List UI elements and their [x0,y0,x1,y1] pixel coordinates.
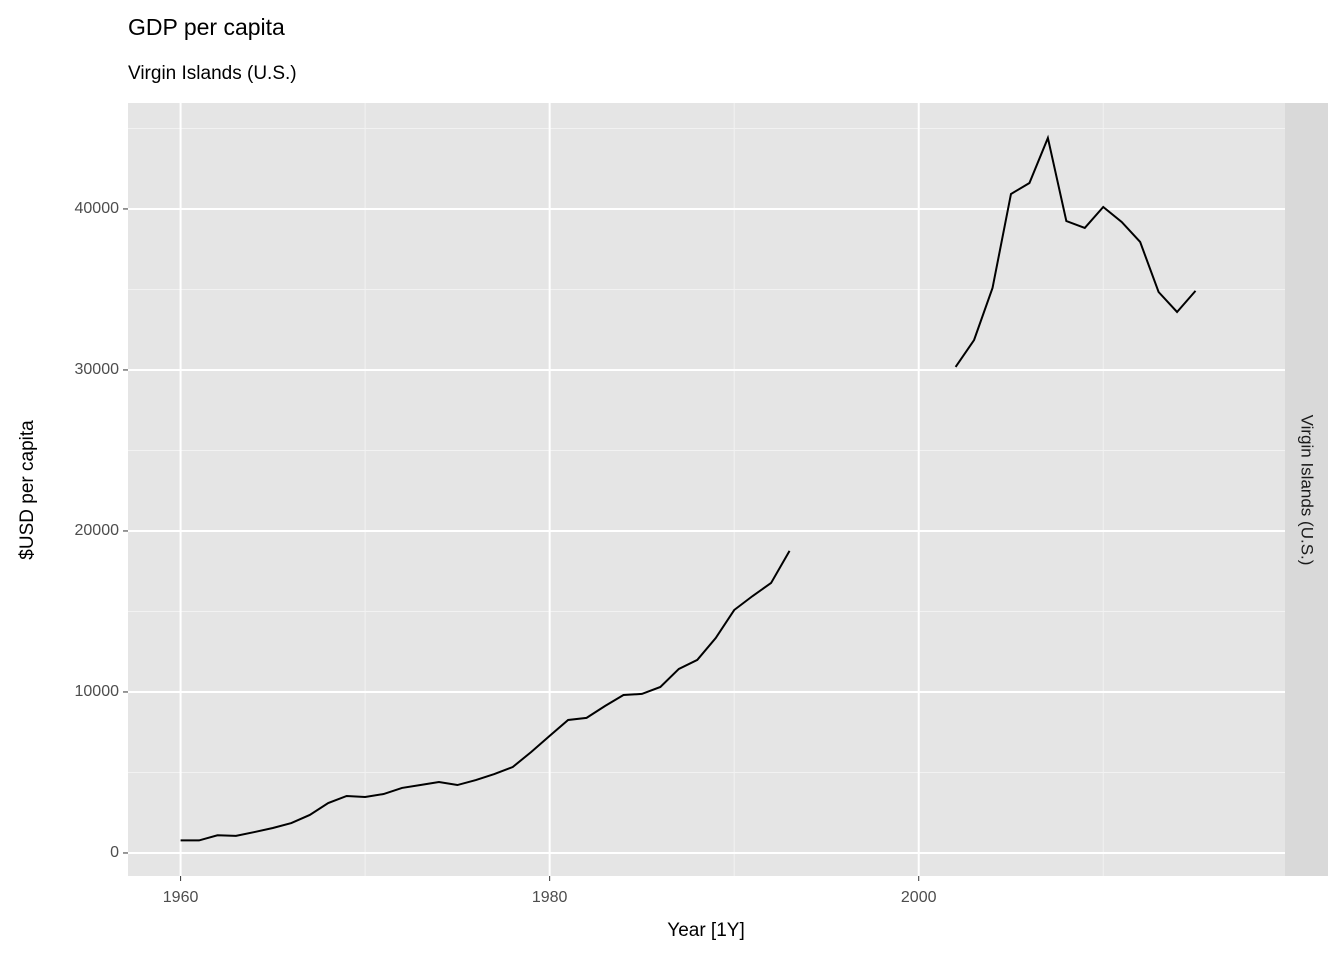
y-axis-label: $USD per capita [17,420,38,560]
panel [128,103,1285,876]
y-tick-label: 10000 [75,683,120,700]
chart-title: GDP per capita [128,14,285,40]
x-tick-label: 1960 [163,889,199,906]
x-tick-label: 2000 [901,889,937,906]
facet-label: Virgin Islands (U.S.) [1298,415,1317,566]
y-tick-label: 40000 [75,200,120,217]
y-tick-label: 20000 [75,522,120,539]
data-line [180,134,1197,842]
x-tick-label: 1980 [532,889,568,906]
x-axis-label: Year [1Y] [667,920,744,941]
y-tick-label: 30000 [75,361,120,378]
facet-strip [1285,103,1328,876]
chart-subtitle: Virgin Islands (U.S.) [128,63,297,84]
y-tick-label: 0 [110,844,119,861]
